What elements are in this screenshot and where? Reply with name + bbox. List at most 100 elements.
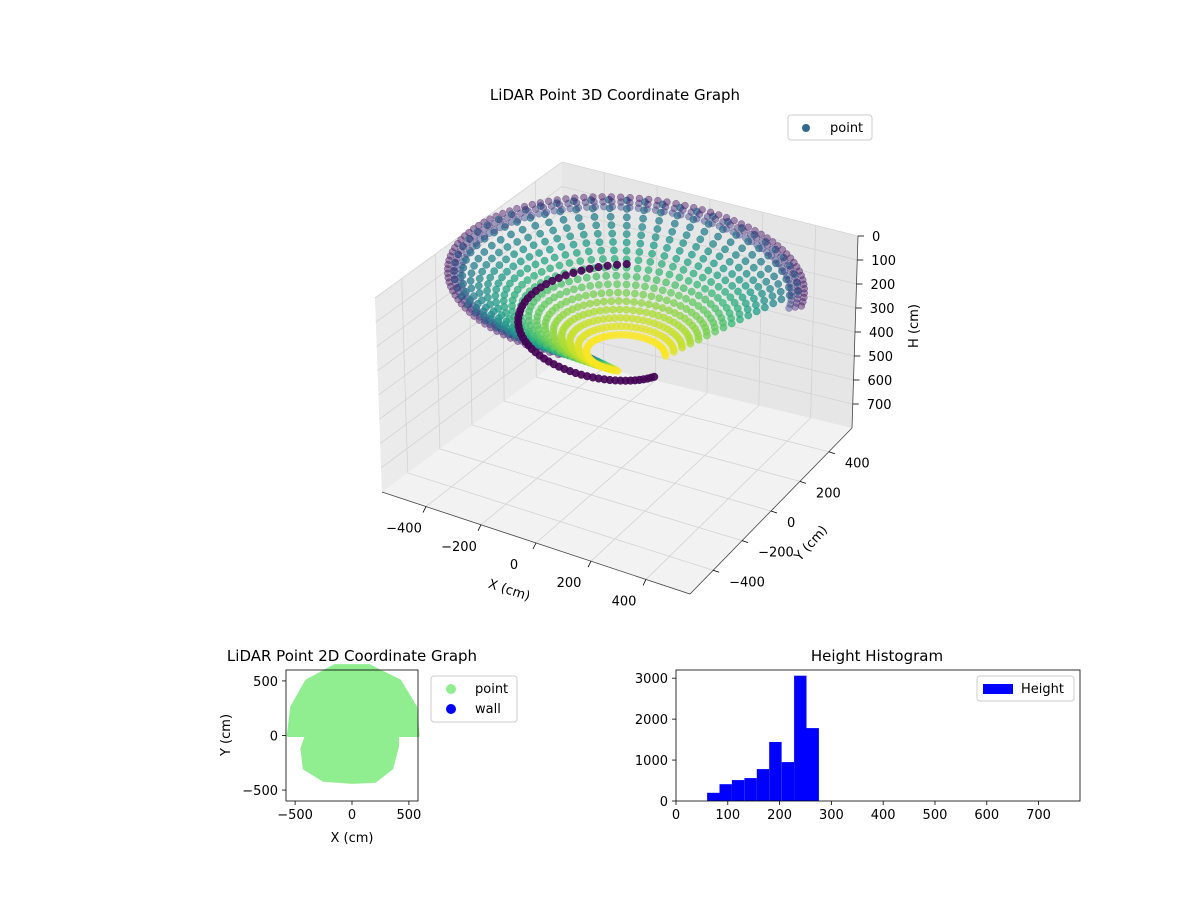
chart-3d-z-gridline — [380, 308, 854, 444]
chart-3d-point — [457, 236, 465, 244]
chart-2d-point-region — [286, 664, 420, 784]
histogram-y-tick-label: 0 — [660, 795, 668, 810]
chart-3d-point — [608, 229, 617, 238]
chart-3d-point — [679, 206, 687, 214]
histogram-frame — [675, 669, 1081, 802]
chart-3d-point — [769, 238, 777, 246]
chart-3d-x-tick — [422, 506, 427, 513]
chart-3d-point — [569, 240, 578, 249]
chart-3d-point — [462, 256, 470, 264]
chart-3d-point — [556, 290, 564, 299]
chart-3d-point — [510, 211, 518, 220]
chart-3d-point — [642, 274, 651, 283]
chart-3d-point — [507, 210, 516, 219]
chart-3d-point — [622, 272, 631, 280]
chart-3d-point — [574, 204, 583, 212]
chart-3d-point — [510, 274, 519, 283]
chart-3d-point — [651, 233, 660, 242]
chart-3d-point — [694, 302, 703, 310]
chart-3d-point — [652, 276, 661, 284]
chart-3d-point — [650, 372, 659, 381]
chart-3d-point — [586, 282, 595, 290]
chart-3d-point — [659, 346, 668, 354]
histogram-ticks: 0 100 200 300 400 500 600 700 0 1000 2000 3000 — [635, 672, 1051, 823]
chart-3d-point — [780, 268, 789, 276]
chart-3d-point — [597, 246, 606, 255]
chart-3d-point — [694, 262, 703, 270]
chart-3d-point — [694, 291, 703, 300]
chart-3d-point — [622, 213, 631, 222]
chart-3d-point — [665, 235, 674, 244]
chart-3d-y-label: Y (cm) — [791, 523, 831, 565]
chart-3d-point — [450, 267, 458, 275]
chart-3d-point — [595, 238, 604, 247]
chart-3d-point — [688, 250, 696, 259]
chart-3d-point — [749, 263, 758, 272]
chart-3d-point — [607, 297, 616, 306]
chart-3d-point — [584, 247, 593, 256]
chart-3d-point — [613, 280, 621, 289]
chart-2d-y-tick-label: 0 — [270, 730, 278, 745]
chart-3d-y-tick — [770, 510, 778, 514]
chart-3d-point — [776, 287, 785, 296]
chart-3d-point — [605, 288, 614, 297]
chart-3d-point — [773, 249, 781, 257]
chart-3d-point — [655, 294, 664, 303]
chart-3d-point — [519, 245, 528, 254]
chart-3d-point — [635, 194, 644, 203]
chart-3d-point — [700, 227, 709, 236]
chart-3d-point — [546, 264, 554, 273]
chart-3d-point — [738, 244, 746, 253]
histogram-x-tick-label: 600 — [974, 808, 999, 823]
chart-3d-z-label: H (cm) — [907, 304, 922, 348]
chart-3d-point — [655, 268, 664, 276]
chart-3d-point — [513, 285, 522, 294]
histogram-title: Height Histogram — [811, 647, 943, 665]
chart-3d-z-tick-label: 500 — [868, 350, 893, 365]
chart-3d-point — [602, 272, 611, 280]
chart-3d-point — [722, 225, 731, 233]
chart-3d-point — [682, 294, 690, 303]
chart-2d-x-tick-label: 0 — [348, 808, 356, 823]
chart-3d-point — [730, 217, 738, 225]
chart-3d-point — [496, 235, 505, 244]
chart-3d-point — [734, 263, 743, 272]
chart-3d-point — [742, 269, 751, 278]
chart-3d-point — [681, 201, 689, 210]
chart-3d-point — [800, 280, 808, 288]
chart-3d-point — [497, 216, 505, 225]
chart-3d-point — [629, 306, 637, 315]
chart-3d-y-tick-label: 200 — [816, 486, 841, 501]
chart-3d-point — [761, 303, 769, 312]
histogram-legend-label: Height — [1021, 682, 1064, 697]
chart-3d-point — [797, 302, 806, 310]
chart-3d-point — [660, 207, 668, 216]
chart-2d-y-tick-label: −500 — [242, 784, 278, 799]
chart-2d-x-label: X (cm) — [331, 831, 374, 846]
chart-3d-point — [501, 223, 509, 231]
chart-3d-point — [490, 267, 499, 275]
chart-3d-point — [723, 218, 732, 226]
chart-3d-point — [577, 266, 586, 275]
chart-3d-point — [744, 223, 752, 231]
chart-3d-point — [657, 260, 666, 268]
chart-3d-point — [631, 281, 640, 290]
chart-3d-point — [622, 305, 631, 314]
chart-2d-legend-wall-marker — [446, 704, 456, 714]
chart-3d-point — [577, 283, 586, 292]
histogram-bar — [719, 784, 732, 801]
chart-3d-point — [589, 290, 598, 299]
chart-3d-point — [701, 284, 709, 293]
chart-3d-point — [691, 325, 700, 333]
chart-3d-point — [653, 225, 662, 233]
chart-3d-point — [757, 257, 765, 266]
chart-3d-y-gridline — [434, 254, 743, 542]
chart-3d-y-gridline — [401, 278, 714, 571]
chart-3d-point — [586, 299, 594, 308]
chart-3d-z-tick-label: 0 — [872, 230, 880, 245]
histogram-bar — [794, 675, 807, 801]
chart-3d-point — [563, 224, 571, 232]
chart-3d-point — [610, 246, 618, 255]
chart-3d-point — [474, 254, 483, 263]
